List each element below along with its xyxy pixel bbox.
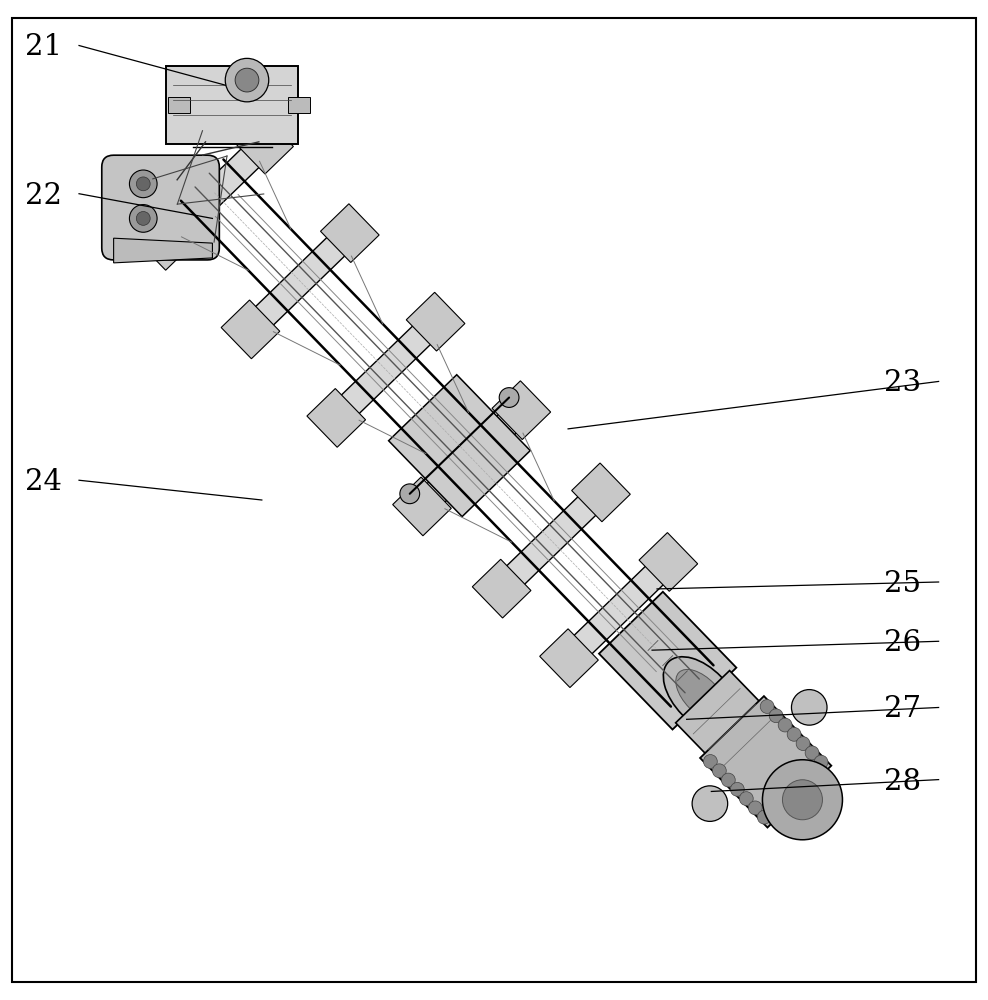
Circle shape <box>225 58 269 102</box>
Circle shape <box>748 801 762 815</box>
Polygon shape <box>539 629 599 688</box>
Polygon shape <box>426 413 518 503</box>
Circle shape <box>787 727 801 741</box>
Circle shape <box>129 205 157 232</box>
Polygon shape <box>700 696 831 828</box>
Circle shape <box>796 737 810 751</box>
Polygon shape <box>392 477 452 536</box>
Polygon shape <box>307 389 366 447</box>
Polygon shape <box>572 463 630 522</box>
Text: 23: 23 <box>884 369 922 397</box>
Circle shape <box>712 764 726 778</box>
Text: 22: 22 <box>25 182 61 210</box>
Text: 27: 27 <box>884 695 922 723</box>
Circle shape <box>814 755 828 769</box>
Circle shape <box>693 786 728 821</box>
Circle shape <box>136 212 150 225</box>
Polygon shape <box>340 325 432 415</box>
Polygon shape <box>506 496 597 585</box>
Text: 25: 25 <box>884 570 921 598</box>
Polygon shape <box>639 533 698 591</box>
Circle shape <box>760 700 774 713</box>
Ellipse shape <box>663 657 739 734</box>
Ellipse shape <box>676 669 727 721</box>
Circle shape <box>400 484 420 504</box>
Polygon shape <box>254 236 346 326</box>
Circle shape <box>721 773 735 787</box>
Polygon shape <box>492 381 550 440</box>
Circle shape <box>758 810 772 824</box>
Circle shape <box>782 780 822 820</box>
Polygon shape <box>676 671 788 784</box>
Polygon shape <box>235 115 293 174</box>
Circle shape <box>805 746 819 760</box>
Polygon shape <box>573 565 665 655</box>
Circle shape <box>129 170 157 198</box>
Text: 21: 21 <box>25 33 61 61</box>
Circle shape <box>235 68 259 92</box>
Polygon shape <box>221 300 280 359</box>
Circle shape <box>791 690 827 725</box>
FancyBboxPatch shape <box>166 66 298 144</box>
Bar <box>168 97 190 113</box>
Polygon shape <box>472 559 531 618</box>
Polygon shape <box>169 148 260 238</box>
Circle shape <box>703 755 717 768</box>
Text: 26: 26 <box>884 629 922 657</box>
Polygon shape <box>135 211 194 270</box>
Circle shape <box>739 792 753 806</box>
Text: 24: 24 <box>25 468 61 496</box>
Text: 28: 28 <box>884 768 922 796</box>
Circle shape <box>763 760 843 840</box>
FancyBboxPatch shape <box>102 155 219 260</box>
Polygon shape <box>320 204 379 262</box>
Polygon shape <box>599 592 736 730</box>
Bar <box>288 97 310 113</box>
Polygon shape <box>406 292 465 351</box>
Circle shape <box>499 388 519 407</box>
Circle shape <box>730 782 744 796</box>
Circle shape <box>779 718 792 732</box>
Polygon shape <box>114 238 212 263</box>
Circle shape <box>770 709 783 723</box>
Circle shape <box>136 177 150 191</box>
Polygon shape <box>388 375 531 517</box>
